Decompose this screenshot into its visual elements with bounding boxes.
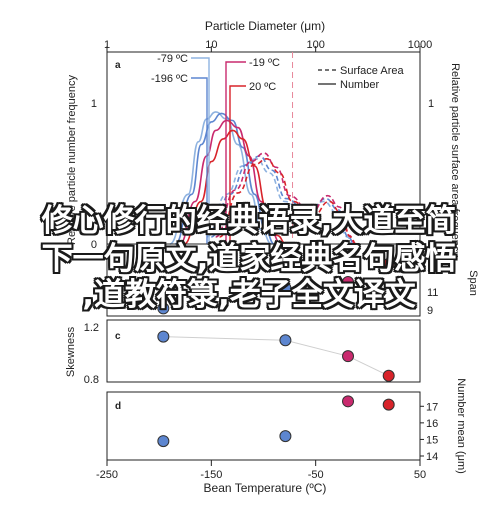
left-y-tick-1: 1 [91, 98, 97, 110]
number-mean-tick-label: 16 [426, 418, 438, 430]
panel-c-frame [106, 319, 421, 383]
legend-number: Number [340, 79, 379, 91]
overlay-line-1: 修心修行的经典语录,大道至简 [41, 203, 457, 239]
panel-c: c Skewness 1.2 0.8 [65, 319, 421, 386]
series-leader-line [225, 61, 246, 244]
panel-d: d Number mean (μm) 17 16 15 14 [106, 378, 467, 474]
span-tick-11: 11 [427, 287, 438, 299]
skewness-point [382, 369, 395, 382]
legend: Surface Area Number [318, 65, 404, 91]
top-tick-label: 1 [104, 39, 110, 51]
number-mean-tick-label: 14 [426, 451, 438, 463]
series-layer [169, 111, 357, 245]
series-line-surface-6 [215, 152, 356, 245]
series-labels: -79 ºC -196 ºC -19 ºC 20 ºC [151, 53, 280, 244]
span-tick-9: 9 [427, 305, 433, 317]
panel-d-frame [106, 391, 421, 461]
number-mean-label: Number mean (μm) [455, 378, 467, 474]
top-axis: Particle Diameter (μm) 1 10 100 1000 [104, 19, 432, 53]
bottom-axis: -250 -150 -50 50 Bean Temperature (ºC) [96, 460, 426, 495]
bottom-tick-label: -50 [308, 469, 324, 481]
panel-span: Span 13 11 9 [106, 243, 479, 317]
bottom-axis-label: Bean Temperature (ºC) [204, 481, 327, 495]
skewness-trend [163, 336, 389, 377]
span-point [279, 282, 292, 294]
number-mean-tick-label: 17 [426, 401, 438, 413]
skewness-point [157, 330, 170, 343]
series-label: -19 ºC [249, 57, 280, 69]
bottom-tick-label: -150 [200, 469, 222, 481]
bottom-tick-label: -250 [96, 469, 118, 481]
top-tick-label: 1000 [408, 39, 432, 51]
span-point [382, 258, 395, 270]
span-tick-13: 13 [427, 262, 439, 274]
series-label: -196 ºC [151, 73, 188, 85]
series-line-number-0 [169, 111, 273, 245]
skew-tick-08: 0.8 [84, 374, 99, 386]
number-mean-point [279, 430, 292, 443]
skewness-label: Skewness [65, 326, 77, 377]
series-label: -79 ºC [157, 53, 188, 65]
panel-a-letter: a [115, 60, 121, 71]
series-line-number-2 [179, 119, 281, 245]
number-mean-point [342, 395, 355, 408]
number-mean-tick-label: 15 [426, 434, 438, 446]
panel-c-letter: c [115, 331, 121, 342]
panel-span-frame [106, 243, 421, 317]
right-y-label: Relative particle surface area frequency [449, 63, 461, 257]
right-y-tick-1: 1 [428, 98, 434, 110]
series-line-surface-7 [219, 157, 357, 245]
span-point [342, 276, 355, 288]
series-line-number-3 [183, 129, 287, 245]
series-label: 20 ºC [249, 81, 276, 93]
series-line-surface-4 [206, 157, 354, 245]
panel-d-letter: d [115, 401, 121, 412]
left-y-label: Relative particle number frequency [66, 75, 78, 245]
legend-surface-area: Surface Area [340, 65, 404, 77]
top-tick-label: 100 [306, 39, 324, 51]
overlay-line-2: 下一句原文,道家经典名句感悟 [41, 241, 457, 277]
bottom-tick-label: 50 [414, 469, 426, 481]
top-axis-label: Particle Diameter (μm) [205, 19, 325, 33]
skewness-point [342, 350, 355, 363]
series-line-surface-5 [210, 155, 355, 245]
series-leader-line [191, 57, 210, 244]
series-leader-line [191, 77, 208, 244]
series-leader-line [229, 85, 246, 244]
overlay-line-3: ,道教符箓,老子全文译文 [82, 277, 416, 313]
left-y-tick-0: 0 [91, 239, 97, 251]
span-label: Span [467, 270, 479, 296]
number-mean-point [157, 435, 170, 448]
top-tick-label: 10 [205, 39, 217, 51]
panel-a: a 1 0 1 Relative particle number frequen… [66, 51, 461, 257]
number-mean-point [382, 398, 395, 411]
span-point [157, 302, 170, 315]
skew-tick-12: 1.2 [84, 322, 99, 334]
skewness-point [279, 334, 292, 347]
